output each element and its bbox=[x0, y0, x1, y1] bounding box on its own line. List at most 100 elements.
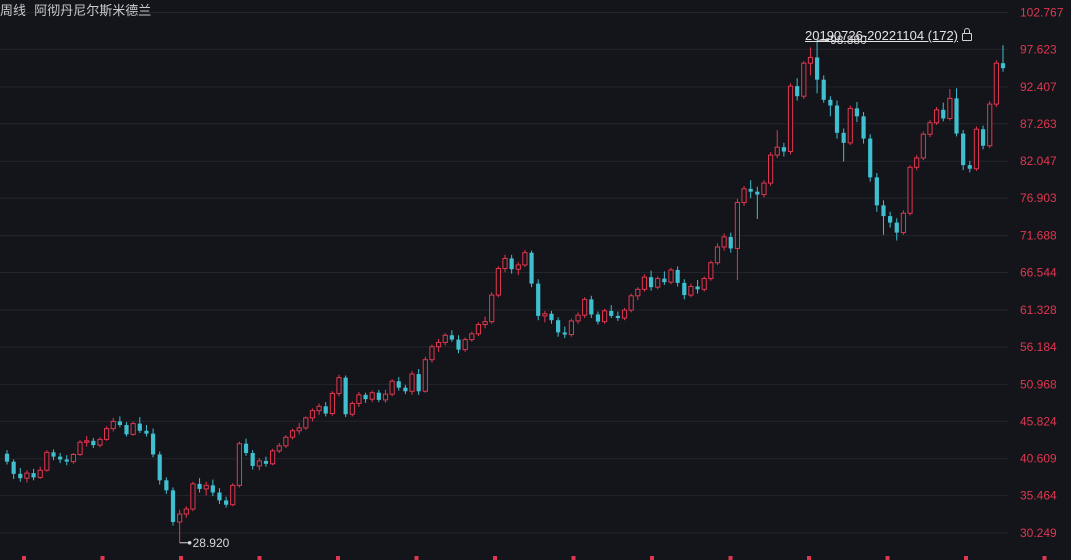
candle bbox=[562, 326, 567, 339]
candle bbox=[509, 254, 514, 274]
date-range-label[interactable]: 20190726-20221104 (172) bbox=[805, 28, 959, 43]
x-tick-mark bbox=[100, 556, 105, 560]
candle bbox=[781, 142, 786, 157]
low-annotation: 28.920 bbox=[193, 536, 230, 550]
candle-body bbox=[888, 216, 893, 223]
candle-body bbox=[343, 377, 348, 415]
candle-body bbox=[64, 459, 69, 462]
candle bbox=[456, 335, 461, 354]
candle-body bbox=[668, 269, 674, 283]
candle-body bbox=[303, 417, 309, 429]
candle-body bbox=[442, 334, 448, 343]
candle-body bbox=[144, 430, 149, 434]
candle bbox=[403, 384, 408, 395]
date-range-selector[interactable]: 20190726-20221104 (172) bbox=[805, 28, 973, 43]
candle bbox=[582, 297, 588, 319]
candle bbox=[662, 271, 667, 286]
candle bbox=[522, 249, 528, 268]
candle-body bbox=[356, 394, 362, 404]
candle-body bbox=[655, 278, 661, 288]
candle bbox=[356, 392, 362, 408]
candle-body bbox=[137, 423, 142, 431]
candle bbox=[920, 131, 926, 161]
y-tick-label: 35.464 bbox=[1020, 489, 1057, 503]
candle bbox=[64, 455, 69, 466]
candle bbox=[529, 250, 534, 288]
candle-body bbox=[768, 154, 774, 184]
candle bbox=[11, 459, 16, 479]
candle-body bbox=[323, 406, 328, 414]
candle-body bbox=[502, 257, 508, 270]
candle-body bbox=[170, 490, 176, 522]
candle-body bbox=[91, 440, 96, 446]
candle bbox=[84, 435, 90, 447]
candle-body bbox=[296, 427, 302, 432]
candle bbox=[728, 232, 733, 253]
candle-body bbox=[795, 86, 800, 97]
candle-body bbox=[256, 460, 262, 467]
candle bbox=[914, 155, 920, 171]
x-tick-mark bbox=[179, 556, 183, 560]
candle-body bbox=[868, 138, 873, 178]
candle-body bbox=[110, 420, 116, 430]
candle bbox=[927, 119, 933, 138]
candle-body bbox=[396, 381, 401, 388]
candle bbox=[575, 312, 581, 324]
candle bbox=[821, 75, 826, 103]
candle-body bbox=[475, 324, 482, 335]
candle-body bbox=[609, 310, 614, 316]
y-tick-label: 56.184 bbox=[1020, 340, 1057, 354]
candle bbox=[515, 262, 521, 275]
candle bbox=[787, 83, 794, 155]
candle bbox=[708, 260, 714, 281]
x-tick-mark bbox=[414, 556, 419, 560]
candle-body bbox=[369, 392, 375, 400]
candle-body bbox=[568, 320, 574, 336]
candle-body bbox=[641, 276, 648, 290]
candle-body bbox=[621, 309, 628, 319]
candle bbox=[675, 266, 680, 287]
candle bbox=[475, 322, 482, 336]
candle-body bbox=[416, 374, 421, 392]
candle bbox=[682, 279, 687, 300]
candle-body bbox=[947, 97, 953, 119]
candle bbox=[801, 61, 807, 100]
period-label[interactable]: 周线 bbox=[0, 4, 27, 19]
candle bbox=[44, 450, 50, 472]
candle bbox=[24, 470, 30, 483]
candle bbox=[18, 468, 23, 482]
lock-icon[interactable] bbox=[962, 28, 973, 41]
candle bbox=[841, 128, 846, 162]
candle-body bbox=[164, 480, 169, 491]
candle-body bbox=[954, 98, 959, 134]
candle bbox=[183, 506, 189, 518]
candle-body bbox=[589, 299, 594, 315]
candle-body bbox=[449, 335, 454, 340]
candle-body bbox=[781, 147, 786, 152]
candle-body bbox=[549, 313, 554, 321]
candle bbox=[961, 129, 966, 171]
candle bbox=[51, 449, 56, 461]
candle bbox=[868, 134, 873, 182]
candle bbox=[907, 165, 913, 216]
candle bbox=[973, 126, 980, 171]
candle-body bbox=[695, 286, 700, 290]
y-tick-label: 61.328 bbox=[1020, 303, 1057, 317]
candle-body bbox=[635, 288, 641, 297]
candle bbox=[230, 483, 236, 507]
y-tick-label: 102.767 bbox=[1020, 5, 1064, 19]
candle bbox=[536, 279, 541, 321]
candle bbox=[1000, 45, 1006, 72]
candles bbox=[4, 40, 1006, 543]
candle bbox=[621, 308, 628, 321]
candle-body bbox=[934, 109, 940, 124]
x-tick-mark bbox=[22, 556, 26, 560]
candle bbox=[164, 477, 169, 494]
candle-body bbox=[615, 315, 620, 319]
candle-body bbox=[701, 278, 707, 290]
candle bbox=[768, 152, 774, 186]
x-tick-mark bbox=[571, 556, 576, 560]
candle-body bbox=[117, 421, 122, 426]
candle-body bbox=[436, 341, 442, 348]
grid-lines bbox=[0, 11, 1008, 534]
